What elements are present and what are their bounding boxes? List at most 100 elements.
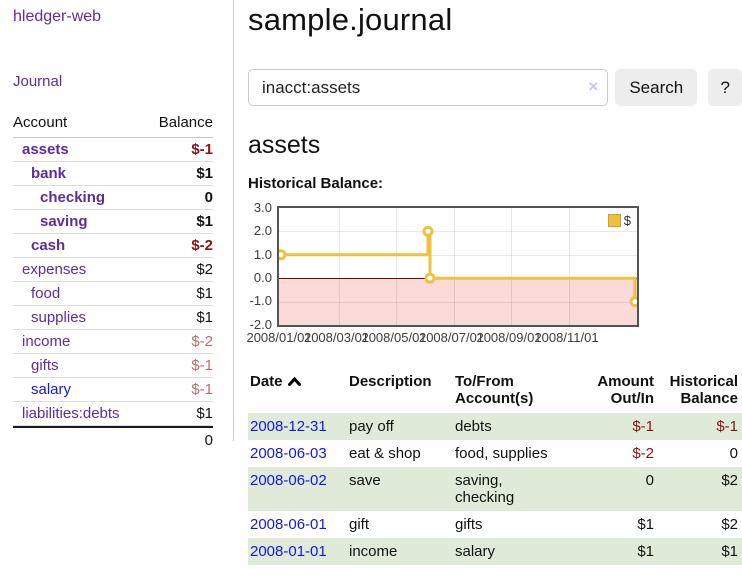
transaction-balance: $1 (658, 538, 742, 565)
account-balance: $2 (196, 261, 213, 278)
account-page-title: assets (248, 131, 321, 159)
gridline (568, 208, 570, 325)
account-row-expenses: expenses $2 (13, 258, 213, 282)
search-button[interactable]: Search (615, 69, 698, 106)
y-tick: -2.0 (249, 317, 272, 332)
main-content: sample.journal × Search ? assets Histori… (246, 0, 742, 565)
x-tick: 2008/09/01 (476, 330, 542, 345)
account-balance: $-1 (191, 141, 213, 158)
x-tick: 2008/11/01 (534, 330, 599, 345)
transaction-amount: $1 (637, 516, 654, 533)
account-link-bank[interactable]: bank (31, 165, 67, 182)
account-row-cash: cash $-2 (13, 234, 213, 258)
sort-ascending-icon (286, 373, 302, 390)
account-link-liabilities-debts[interactable]: liabilities:debts (22, 405, 120, 422)
register-row: 2008-06-02 save saving, checking 0 $2 (248, 467, 742, 511)
amount-column-header[interactable]: Amount Out/In (597, 373, 654, 407)
transaction-date-link[interactable]: 2008-06-01 (250, 516, 327, 533)
account-balance: $-1 (191, 381, 213, 398)
gridline (279, 254, 637, 256)
app-title-link[interactable]: hledger-web (13, 8, 102, 25)
balance-column-header[interactable]: Historical Balance (669, 373, 738, 407)
historical-balance-chart: 3.0 2.0 1.0 0.0 -1.0 -2.0 (246, 201, 639, 346)
register-row: 2008-01-01 income salary $1 $1 (248, 538, 742, 565)
transaction-amount: 0 (585, 467, 658, 511)
account-balance: $-2 (191, 333, 213, 350)
gridline (279, 301, 637, 303)
clear-search-icon[interactable]: × (588, 77, 599, 96)
account-balance: $-2 (191, 237, 213, 254)
chart-negative-region (279, 278, 637, 325)
balance-column-header: Balance (158, 114, 213, 131)
sidebar: hledger-web Journal Account Balance asse… (0, 0, 233, 453)
transaction-accounts: gifts (455, 516, 483, 533)
sidebar-divider (233, 0, 234, 441)
transaction-description: gift (349, 516, 370, 533)
x-tick: 2008/07/01 (418, 330, 485, 345)
transaction-description: eat & shop (349, 445, 421, 462)
transaction-amount: $-2 (632, 445, 654, 462)
search-form: × Search ? (248, 69, 742, 106)
balance-step-line (279, 225, 637, 308)
gridline (453, 208, 455, 325)
account-link-saving[interactable]: saving (40, 213, 88, 230)
account-link-income[interactable]: income (22, 333, 71, 350)
transaction-balance: $-1 (658, 413, 742, 440)
help-button[interactable]: ? (708, 69, 742, 106)
accounts-balance-table: Account Balance assets $-1 bank $1 check… (13, 112, 213, 453)
search-box: × (248, 69, 609, 106)
account-balance: $1 (196, 285, 213, 302)
sidebar-item-journal[interactable]: Journal (13, 73, 63, 90)
account-row-food: food $1 (13, 282, 213, 306)
description-column-header[interactable]: Description (349, 373, 432, 390)
accounts-table-header: Account Balance (13, 112, 213, 138)
page-title: sample.journal (248, 2, 453, 37)
account-row-gifts: gifts $-1 (13, 354, 213, 378)
account-column-header: Account (13, 114, 68, 131)
account-row-bank: bank $1 (13, 162, 213, 186)
x-tick: 2008/05/01 (361, 330, 427, 345)
date-column-header[interactable]: Date (248, 370, 347, 413)
account-row-checking: checking 0 (13, 186, 213, 210)
transaction-balance: $2 (658, 467, 742, 511)
search-input[interactable] (248, 69, 609, 106)
transaction-accounts: salary (453, 538, 585, 565)
transaction-accounts: saving, checking (453, 467, 585, 511)
account-balance: $1 (196, 213, 213, 230)
register-table: Date Description To/From Account(s) Amou… (248, 370, 742, 565)
account-link-cash[interactable]: cash (31, 237, 66, 254)
accounts-column-header[interactable]: To/From Account(s) (455, 373, 534, 407)
y-tick: 3.0 (253, 200, 272, 215)
register-row: 2008-06-03 eat & shop food, supplies $-2… (248, 440, 742, 467)
account-link-gifts[interactable]: gifts (31, 357, 59, 374)
chart-plot-area[interactable]: $ (277, 206, 639, 327)
transaction-description: pay off (347, 413, 453, 440)
transaction-amount: $-1 (585, 413, 658, 440)
chart-heading: Historical Balance: (248, 175, 384, 192)
account-link-assets[interactable]: assets (22, 141, 69, 158)
transaction-description: save (347, 467, 453, 511)
gridline (279, 231, 637, 233)
account-link-expenses[interactable]: expenses (22, 261, 87, 278)
account-link-salary[interactable]: salary (31, 381, 72, 398)
transaction-date-link[interactable]: 2008-06-02 (250, 472, 327, 489)
account-link-food[interactable]: food (31, 285, 61, 302)
account-row-assets: assets $-1 (13, 138, 213, 162)
date-header-label: Date (250, 373, 283, 390)
transaction-date-link[interactable]: 2008-06-03 (250, 445, 327, 462)
account-link-supplies[interactable]: supplies (31, 309, 87, 326)
transaction-date-link[interactable]: 2008-01-01 (250, 543, 327, 560)
legend-label: $ (623, 213, 631, 228)
account-balance: 0 (204, 189, 213, 206)
gridline (511, 208, 512, 325)
account-balance: $-1 (191, 357, 213, 374)
register-header-row: Date Description To/From Account(s) Amou… (248, 370, 742, 413)
account-row-saving: saving $1 (13, 210, 213, 234)
account-row-income: income $-2 (13, 330, 213, 354)
account-link-checking[interactable]: checking (40, 189, 106, 206)
chart-legend: $ (607, 213, 631, 228)
x-tick: 2008/03/01 (303, 330, 370, 345)
chart-x-axis-labels: 2008/01/01 2008/03/01 2008/05/01 2008/07… (246, 330, 635, 346)
gridline (338, 208, 340, 325)
transaction-date-link[interactable]: 2008-12-31 (250, 418, 327, 435)
